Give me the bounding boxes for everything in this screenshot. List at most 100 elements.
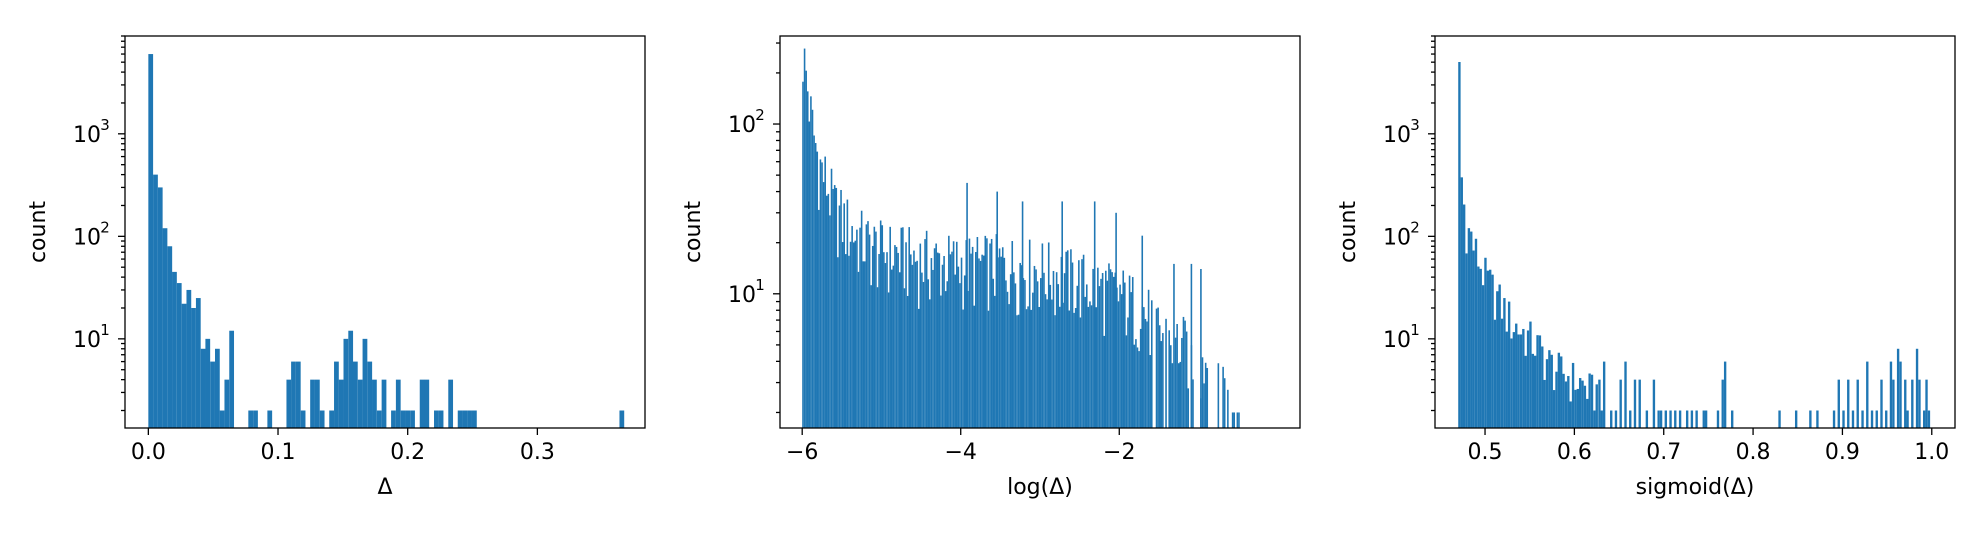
histogram-bar [952,241,955,428]
histogram-bar [902,227,904,428]
histogram-bar [329,410,334,428]
histogram-bar [1187,388,1190,428]
histogram-bar [845,254,847,428]
histogram-bar [1569,401,1572,428]
histogram-bar [1462,204,1466,428]
histogram-bar [1500,318,1504,428]
histogram-bar [1071,262,1074,428]
x-tick-label: 0.0 [131,440,166,465]
histogram-bar [1089,301,1091,428]
histogram-bar [1076,285,1079,428]
histogram-bar [1474,238,1478,428]
histogram-bar [898,272,901,428]
histogram-bar [1856,379,1859,428]
histogram-bar [457,410,463,428]
histogram-bar [1190,263,1193,428]
histogram-bar [291,361,296,428]
histogram-bar [1057,284,1060,428]
histogram-bar [424,379,430,428]
histogram-bar [1880,379,1883,428]
histogram-bar [944,291,947,428]
histogram-bar [900,227,903,428]
histogram-bar [1233,412,1235,428]
y-axis-label: count [26,201,51,263]
y-tick-exponent: 2 [755,106,765,124]
y-tick-label: 10 [1383,123,1411,148]
histogram-bar [1481,285,1485,428]
histogram-bar [1489,269,1492,428]
histogram-bar [811,109,814,429]
histogram-bar [1602,361,1606,428]
histogram-bar [1896,348,1900,428]
histogram-bar [1043,272,1045,428]
histogram-bar [1063,273,1066,428]
histogram-bar [1669,410,1672,428]
histogram-bar [1108,263,1110,428]
histogram-bar [824,156,826,428]
histogram-bar [253,410,258,428]
histogram-bar [1723,361,1727,428]
histogram-bar [911,264,914,428]
histogram-bar [1842,410,1845,428]
y-axis-label: count [681,201,706,263]
histogram-bar [1201,357,1204,428]
histogram-bar [846,199,849,428]
histogram-bar [1851,410,1855,428]
histogram-bar [998,248,1001,428]
histogram-bar [1923,410,1926,428]
histogram-bar [395,379,401,428]
histogram-bar [1678,410,1682,428]
histogram-bar [1503,298,1506,428]
x-tick-label: 0.2 [390,440,425,465]
histogram-bar [1574,389,1577,428]
histogram-bar [927,279,930,428]
plot-frame [779,35,1301,429]
histogram-bar [1721,379,1724,428]
histogram-bar [808,121,811,429]
histogram-bar [1238,412,1240,428]
histogram-bar [1515,323,1518,428]
histogram-bar [870,285,872,428]
histogram-bar [267,410,273,428]
y-tick-label: 10 [1383,328,1411,353]
histogram-bar [1507,301,1511,428]
histogram-bar [941,264,944,428]
histogram-bar [856,229,858,428]
histogram-bar [1100,278,1102,428]
histogram-bar [1236,412,1239,428]
histogram-bar [884,263,887,428]
histogram-bar [1716,410,1720,428]
histogram-bars [802,48,1240,429]
histogram-bar [1470,231,1473,428]
histogram-bar [1885,410,1888,428]
histogram-bar [1030,309,1033,428]
histogram-bar [1837,379,1840,428]
histogram-bar [1044,294,1047,428]
histogram-bar [1794,410,1798,428]
histogram-bar [1128,275,1131,428]
histogram-bar [462,410,468,428]
y-tick-exponent: 3 [100,116,110,134]
x-tick-label: 0.1 [261,440,296,465]
histogram-bar [1231,412,1234,428]
histogram-bar [816,151,819,428]
histogram-bar [348,330,354,428]
histogram-bar [924,239,926,428]
histogram-bar [987,310,990,428]
histogram-bar [219,410,225,428]
histogram-bar [803,48,806,429]
histogram-bar [1550,354,1553,428]
histogram-bar [1541,346,1544,428]
histogram-bar [1610,410,1613,428]
histogram-bar [978,258,980,428]
histogram-bar [979,260,982,428]
histogram-bar [1143,307,1145,428]
histogram-bar [391,410,396,428]
histogram-bar [1629,410,1632,428]
histogram-bar [806,91,809,429]
histogram-bar [1227,389,1229,428]
histogram-bar [1093,201,1096,428]
histogram-bar [1035,269,1037,428]
histogram-bar [1013,272,1015,428]
histogram-bar [879,220,882,428]
